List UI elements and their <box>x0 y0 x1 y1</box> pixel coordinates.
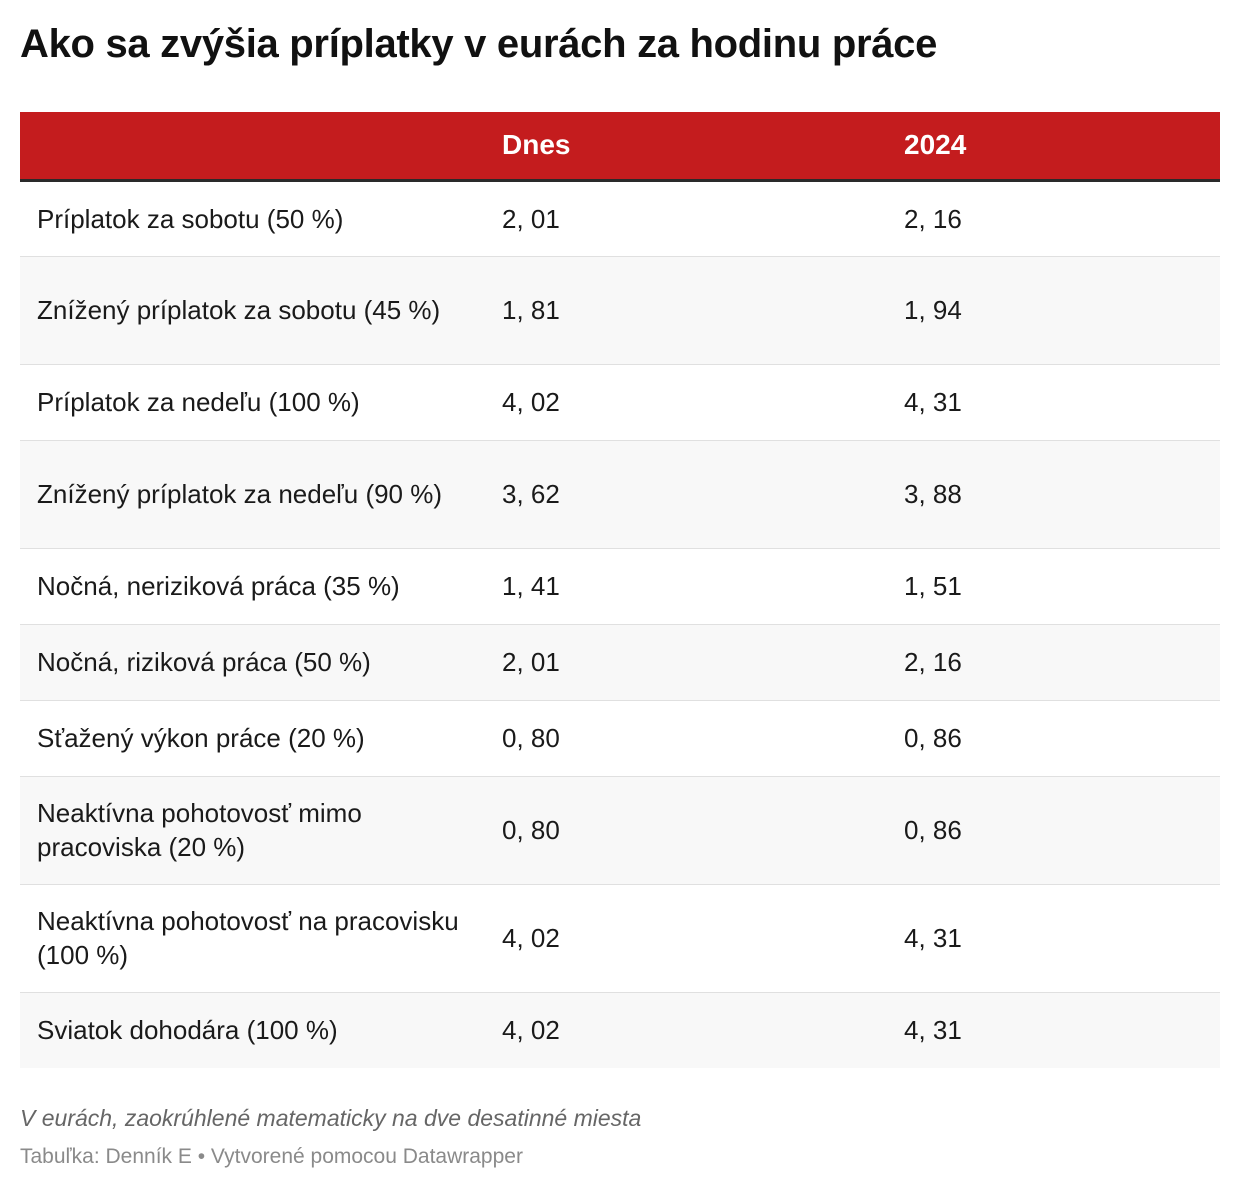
cell-2024: 4, 31 <box>904 1015 962 1046</box>
row-label: Príplatok za sobotu (50 %) <box>20 180 502 257</box>
row-label: Sťažený výkon práce (20 %) <box>20 700 502 777</box>
table-row: Sťažený výkon práce (20 %) 0, 80 0, 86 <box>20 700 1220 777</box>
table-row: Znížený príplatok za sobotu (45 %) 1, 81 1… <box>20 256 1220 365</box>
table-row: Sviatok dohodára (100 %) 4, 02 4, 31 <box>20 992 1220 1068</box>
cell-dnes: 4, 02 <box>502 1015 560 1046</box>
cell-2024: 1, 94 <box>904 256 1220 365</box>
cell-2024: 4, 31 <box>904 884 1220 993</box>
row-label: Znížený príplatok za sobotu (45 %) <box>20 256 502 365</box>
data-table: Dnes 2024 Príplatok za sobotu (50 %) 2, 0… <box>20 112 1220 1068</box>
cell-2024: 0, 86 <box>904 700 1220 777</box>
row-label: Nočná, neriziková práca (35 %) <box>20 548 502 625</box>
cell-dnes: 0, 80 <box>502 700 904 777</box>
table-body: Príplatok za sobotu (50 %) 2, 01 2, 16 Zníž… <box>20 180 1220 1068</box>
cell-dnes: 1, 41 <box>502 548 904 625</box>
cell-2024: 1, 51 <box>904 548 1220 625</box>
table-row: Neaktívna pohotovosť mimo pracoviska (20… <box>20 776 1220 885</box>
table-header-row: Dnes 2024 <box>20 112 1220 180</box>
table-row: Nočná, neriziková práca (35 %) 1, 41 1, 51 <box>20 548 1220 625</box>
cell-dnes: 0, 80 <box>502 776 904 885</box>
row-label: Nočná, riziková práca (50 %) <box>20 624 502 701</box>
cell-dnes: 2, 01 <box>502 624 904 701</box>
footnote: V eurách, zaokrúhlené matematicky na dve… <box>20 1105 642 1131</box>
table-row: Neaktívna pohotovosť na pracovisku (100 … <box>20 884 1220 993</box>
row-label: Sviatok dohodára (100 %) <box>37 1015 338 1046</box>
column-header-2024: 2024 <box>904 129 967 161</box>
cell-2024: 4, 31 <box>904 364 1220 441</box>
cell-2024: 0, 86 <box>904 776 1220 885</box>
chart-title: Ako sa zvýšia príplatky v eurách za hodi… <box>20 22 938 66</box>
source-credit: Tabuľka: Denník E • Vytvorené pomocou Da… <box>20 1145 523 1168</box>
table-row: Príplatok za sobotu (50 %) 2, 01 2, 16 <box>20 180 1220 257</box>
column-header-label <box>20 112 502 180</box>
cell-2024: 3, 88 <box>904 440 1220 549</box>
table-row: Znížený príplatok za nedeľu (90 %) 3, 62 3… <box>20 440 1220 549</box>
cell-2024: 2, 16 <box>904 624 1220 701</box>
row-label: Príplatok za nedeľu (100 %) <box>20 364 502 441</box>
cell-dnes: 4, 02 <box>502 884 904 993</box>
row-label: Neaktívna pohotovosť mimo pracoviska (20… <box>20 776 502 885</box>
cell-dnes: 4, 02 <box>502 364 904 441</box>
column-header-dnes: Dnes <box>502 129 571 161</box>
table-row: Príplatok za nedeľu (100 %) 4, 02 4, 31 <box>20 364 1220 441</box>
cell-dnes: 1, 81 <box>502 256 904 365</box>
cell-dnes: 3, 62 <box>502 440 904 549</box>
row-label: Znížený príplatok za nedeľu (90 %) <box>20 440 502 549</box>
cell-2024: 2, 16 <box>904 180 1220 257</box>
table-row: Nočná, riziková práca (50 %) 2, 01 2, 16 <box>20 624 1220 701</box>
cell-dnes: 2, 01 <box>502 180 904 257</box>
row-label: Neaktívna pohotovosť na pracovisku (100 … <box>20 884 502 993</box>
